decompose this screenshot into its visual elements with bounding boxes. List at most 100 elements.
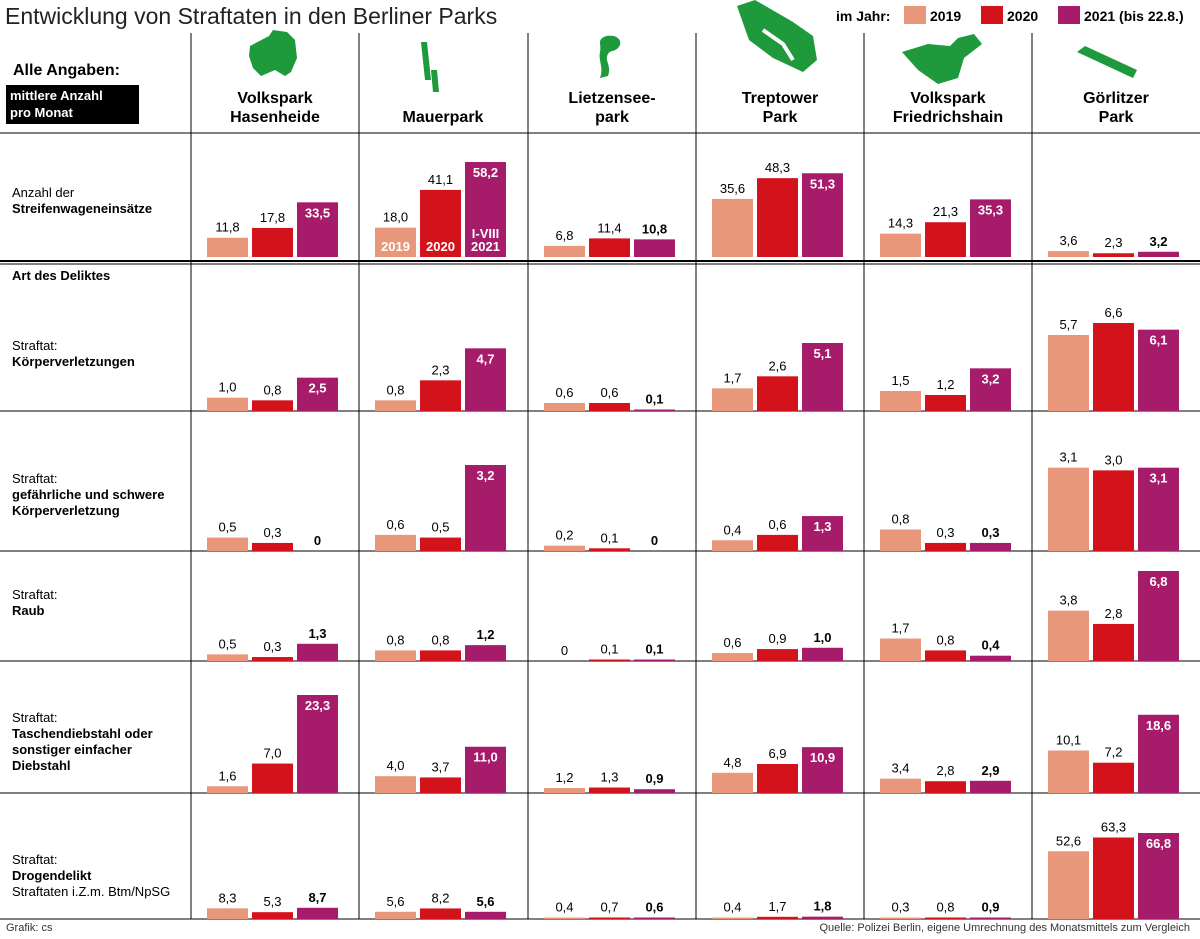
bar — [802, 516, 843, 551]
value-label: 0,8 — [386, 382, 404, 397]
value-label: 4,8 — [723, 755, 741, 770]
bar — [925, 650, 966, 661]
bar — [207, 654, 248, 661]
bar — [880, 778, 921, 793]
legend-label-2020: 2020 — [1007, 8, 1039, 24]
bar — [589, 238, 630, 257]
value-label: 10,1 — [1056, 733, 1081, 748]
bar — [252, 657, 293, 661]
row-label-1-line2: Körperverletzungen — [12, 354, 135, 369]
value-label: 1,2 — [936, 377, 954, 392]
bar — [880, 529, 921, 551]
footer-credit: Grafik: cs — [6, 922, 53, 934]
footer-source: Quelle: Polizei Berlin, eigene Umrechnun… — [819, 922, 1190, 934]
bar — [1048, 467, 1089, 551]
value-label: 3,6 — [1059, 233, 1077, 248]
value-label: 0,4 — [981, 638, 1000, 653]
bar — [207, 237, 248, 257]
bar — [634, 659, 675, 661]
value-label: 41,1 — [428, 172, 453, 187]
bar — [1048, 851, 1089, 919]
bar — [297, 202, 338, 257]
value-label: 2,8 — [936, 763, 954, 778]
info-note-line2: pro Monat — [10, 105, 73, 120]
park-name-4-line1: Volkspark — [910, 90, 986, 107]
legend-swatch-2020 — [981, 6, 1003, 24]
row-label-2: Straftat: gefährliche und schwere Körper… — [12, 471, 164, 519]
value-label: 17,8 — [260, 210, 285, 225]
bar — [297, 695, 338, 793]
value-label: 6,1 — [1149, 333, 1167, 348]
value-label: 0,9 — [768, 631, 786, 646]
value-label: 4,0 — [386, 758, 404, 773]
park-name-2-line2: park — [595, 109, 629, 126]
bar — [880, 391, 921, 411]
value-label: 3,0 — [1104, 452, 1122, 467]
value-label: 0 — [314, 533, 321, 548]
bar — [970, 368, 1011, 411]
bar — [420, 537, 461, 551]
row-label-0-line1: Anzahl der — [12, 185, 75, 200]
bar — [634, 917, 675, 919]
row-label-0-line2: Streifenwageneinsätze — [12, 201, 153, 216]
park-goerlitzer-map-icon — [1077, 46, 1137, 78]
bar — [712, 653, 753, 661]
value-label: 0,8 — [386, 632, 404, 647]
park-name-1: Mauerpark — [359, 108, 527, 127]
bar — [712, 917, 753, 919]
value-label: 35,6 — [720, 181, 745, 196]
bar — [712, 388, 753, 411]
bar — [1048, 335, 1089, 411]
value-label: 1,2 — [555, 770, 573, 785]
park-name-0-line1: Volkspark — [237, 90, 313, 107]
value-label: 0,1 — [600, 530, 618, 545]
value-label: 3,7 — [431, 759, 449, 774]
bar — [1093, 253, 1134, 257]
bar — [757, 649, 798, 661]
value-label: 3,2 — [476, 468, 494, 483]
value-label: 1,0 — [813, 630, 831, 645]
bar — [1093, 623, 1134, 661]
bar — [1138, 467, 1179, 551]
bar — [544, 245, 585, 257]
value-label: 0,6 — [723, 635, 741, 650]
value-label: 0,4 — [723, 522, 741, 537]
bar — [970, 199, 1011, 257]
bar — [1138, 714, 1179, 793]
park-name-4-line2: Friedrichshain — [892, 109, 1004, 126]
bar — [465, 348, 506, 411]
bar — [544, 917, 585, 919]
bar — [297, 377, 338, 411]
bar — [297, 643, 338, 661]
bar-inline-label: 2020 — [426, 239, 455, 254]
value-label: 3,1 — [1059, 450, 1077, 465]
value-label: 2,8 — [1104, 606, 1122, 621]
value-label: 14,3 — [888, 216, 913, 231]
value-label: 1,2 — [476, 627, 494, 642]
bar — [970, 655, 1011, 661]
bar-inline-label: I-VIII — [472, 226, 499, 241]
bar — [375, 227, 416, 257]
park-name-3-line2: Park — [762, 109, 798, 126]
value-label: 6,8 — [1149, 574, 1167, 589]
value-label: 0,6 — [600, 385, 618, 400]
row-label-3: Straftat: Raub — [12, 587, 58, 619]
value-label: 5,7 — [1059, 317, 1077, 332]
row-label-2-line2: gefährliche und schwere — [12, 487, 165, 502]
bar — [1093, 470, 1134, 551]
bar — [634, 409, 675, 411]
park-name-0: Volkspark Hasenheide — [191, 89, 359, 127]
bar — [925, 917, 966, 919]
value-label: 7,0 — [263, 746, 281, 761]
bar — [207, 537, 248, 551]
bar — [420, 650, 461, 661]
row-label-5-line1: Straftat: — [12, 852, 58, 867]
bar — [802, 173, 843, 257]
value-label: 3,1 — [1149, 471, 1167, 486]
value-label: 11,0 — [473, 750, 498, 765]
legend-label-2021: 2021 (bis 22.8.) — [1084, 8, 1184, 24]
info-title: Alle Angaben: — [13, 62, 120, 79]
value-label: 3,8 — [1059, 593, 1077, 608]
row-label-4-line3: sonstiger einfacher — [12, 742, 132, 757]
